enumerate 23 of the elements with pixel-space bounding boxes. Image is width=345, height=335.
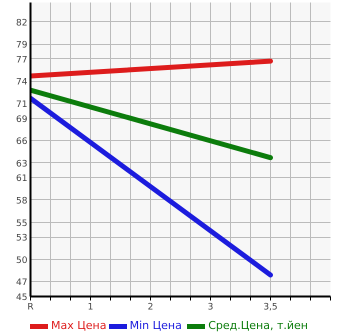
x-tick-label: 2 bbox=[148, 302, 154, 312]
y-tick-label: 55 bbox=[16, 218, 28, 229]
legend-label: Min Цена bbox=[130, 319, 182, 332]
y-tick-label: 47 bbox=[16, 278, 28, 288]
y-tick-label: 66 bbox=[16, 137, 28, 148]
y-tick-label: 79 bbox=[16, 40, 28, 51]
y-tick-label: 53 bbox=[16, 234, 28, 244]
x-tick-label: 3,5 bbox=[263, 302, 278, 312]
y-tick-label: 82 bbox=[16, 18, 28, 28]
y-tick-label: 63 bbox=[16, 159, 28, 170]
y-tick-label: 71 bbox=[16, 100, 28, 110]
y-tick-label: 69 bbox=[16, 114, 28, 125]
x-tick-label: 3 bbox=[208, 302, 214, 312]
y-tick-label: 58 bbox=[16, 196, 28, 206]
legend-label: Max Цена bbox=[51, 319, 106, 332]
y-tick-label: 45 bbox=[16, 293, 28, 303]
y-tick-label: 61 bbox=[16, 174, 28, 184]
y-tick-label: 74 bbox=[16, 78, 28, 88]
legend-label: Сред.Цена, т.йен bbox=[208, 319, 308, 332]
x-tick-label: 1 bbox=[88, 302, 94, 312]
y-tick-label: 50 bbox=[16, 256, 28, 266]
x-tick-label: R bbox=[27, 302, 34, 312]
y-tick-label: 77 bbox=[16, 55, 28, 66]
